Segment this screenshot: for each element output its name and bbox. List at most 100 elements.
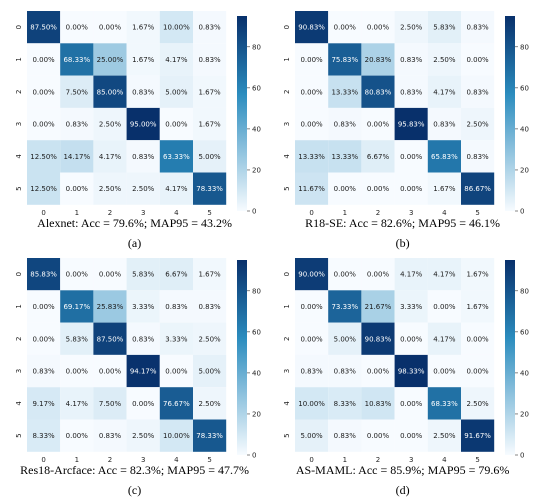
heatmap-cell	[394, 11, 428, 44]
cell-value-label: 0.83%	[334, 432, 357, 440]
heatmap-cell	[394, 107, 428, 141]
y-tick-label: 5	[15, 186, 23, 190]
colorbar-tick-label: 80	[252, 287, 261, 295]
cell-value-label: 0.00%	[400, 185, 423, 193]
cell-value-label: 13.33%	[298, 153, 325, 161]
heatmap-cell	[93, 354, 127, 388]
y-tick-label: 0	[283, 25, 291, 29]
cell-value-label: 85.00%	[97, 88, 124, 96]
cell-value-label: 10.00%	[163, 24, 190, 32]
heatmap-cell	[394, 290, 428, 323]
heatmap-cell	[60, 107, 94, 141]
cell-value-label: 90.83%	[298, 24, 325, 32]
cell-value-label: 3.33%	[400, 303, 423, 311]
x-tick-label: 3	[409, 456, 413, 464]
heatmap-cell	[295, 290, 329, 323]
x-tick-label: 3	[141, 209, 145, 217]
cell-value-label: 20.83%	[365, 56, 392, 64]
cell-value-label: 0.00%	[165, 121, 188, 129]
heatmap-cell	[93, 172, 127, 205]
heatmap-cell	[27, 290, 61, 323]
heatmap-cell	[60, 11, 94, 44]
cell-value-label: 0.00%	[466, 368, 489, 376]
y-tick-label: 2	[283, 337, 291, 341]
y-tick-label: 2	[283, 90, 291, 94]
x-tick-label: 5	[207, 209, 211, 217]
heatmap-cell	[93, 387, 127, 420]
heatmap-cell	[193, 140, 227, 173]
cell-value-label: 0.00%	[367, 271, 390, 279]
cell-value-label: 0.00%	[400, 432, 423, 440]
heatmap-cell	[328, 172, 362, 205]
cell-value-label: 1.67%	[132, 56, 155, 64]
heatmap-cell	[93, 322, 127, 355]
colorbar-tick-label: 20	[520, 410, 529, 418]
heatmap-cell	[193, 172, 227, 205]
cell-value-label: 0.00%	[32, 335, 55, 343]
heatmap-cell	[461, 11, 495, 44]
cell-value-label: 0.83%	[334, 121, 357, 129]
cell-value-label: 0.00%	[433, 368, 456, 376]
cell-value-label: 73.33%	[331, 303, 358, 311]
y-tick-label: 4	[15, 154, 23, 159]
cell-value-label: 8.33%	[334, 400, 357, 408]
y-tick-label: 3	[15, 369, 23, 373]
panel-caption: Alexnet: Acc = 79.6%; MAP95 = 43.2%	[37, 216, 232, 230]
cell-value-label: 25.00%	[97, 56, 124, 64]
heatmap-cell	[361, 258, 395, 291]
cell-value-label: 68.33%	[63, 56, 90, 64]
y-tick-label: 1	[283, 304, 291, 308]
cell-value-label: 2.50%	[466, 400, 489, 408]
heatmap-cell	[394, 172, 428, 205]
heatmap-cell	[394, 140, 428, 173]
y-tick-label: 0	[283, 272, 291, 276]
cell-value-label: 1.67%	[132, 24, 155, 32]
heatmap-cell	[60, 258, 94, 291]
colorbar-tick-label: 80	[520, 43, 529, 51]
heatmap-cell	[93, 107, 127, 141]
heatmap-cell	[27, 75, 61, 108]
heatmap-cell	[394, 322, 428, 355]
colorbar-tick-label: 20	[520, 166, 529, 174]
cell-value-label: 0.00%	[400, 335, 423, 343]
heatmap-cell	[60, 290, 94, 323]
cell-value-label: 0.00%	[132, 400, 155, 408]
cell-value-label: 3.33%	[165, 335, 188, 343]
heatmap-cell	[361, 11, 395, 44]
cell-value-label: 1.67%	[198, 121, 221, 129]
colorbar-tick-label: 60	[252, 328, 261, 336]
colorbar-tick-label: 40	[252, 369, 261, 377]
cell-value-label: 5.00%	[334, 335, 357, 343]
cell-value-label: 0.00%	[32, 303, 55, 311]
panel-label: (a)	[128, 236, 141, 250]
heatmap-cell	[361, 75, 395, 108]
heatmap-cell	[361, 354, 395, 388]
colorbar	[237, 260, 247, 455]
heatmap-cell	[93, 258, 127, 291]
x-tick-label: 4	[442, 456, 447, 464]
heatmap-cell	[159, 107, 193, 141]
heatmap-cell	[27, 354, 61, 388]
y-tick-label: 0	[15, 25, 23, 29]
cell-value-label: 98.33%	[398, 368, 425, 376]
cell-value-label: 0.00%	[66, 368, 89, 376]
x-tick-label: 5	[475, 209, 479, 217]
heatmap-cell	[295, 387, 329, 420]
heatmap-cell	[295, 140, 329, 173]
cell-value-label: 5.00%	[198, 153, 221, 161]
heatmap-cell	[159, 290, 193, 323]
cell-value-label: 25.83%	[97, 303, 124, 311]
heatmap-cell	[193, 75, 227, 108]
heatmap-cell	[295, 354, 329, 388]
heatmap-cell	[60, 43, 94, 76]
panel-label: (d)	[396, 483, 410, 497]
confusion-matrix-panel-b: 90.83% 0.00% 0.00% 2.50% 5.83% 0.83% 0.00% 75.8…	[283, 11, 529, 250]
heatmap-cell	[328, 387, 362, 420]
heatmap-cell	[394, 258, 428, 291]
heatmap-cell	[193, 107, 227, 141]
cell-value-label: 0.00%	[466, 335, 489, 343]
cell-value-label: 4.17%	[433, 88, 456, 96]
colorbar-tick-label: 0	[520, 208, 524, 216]
colorbar-tick-label: 60	[520, 84, 529, 92]
heatmap-cell	[126, 258, 160, 291]
